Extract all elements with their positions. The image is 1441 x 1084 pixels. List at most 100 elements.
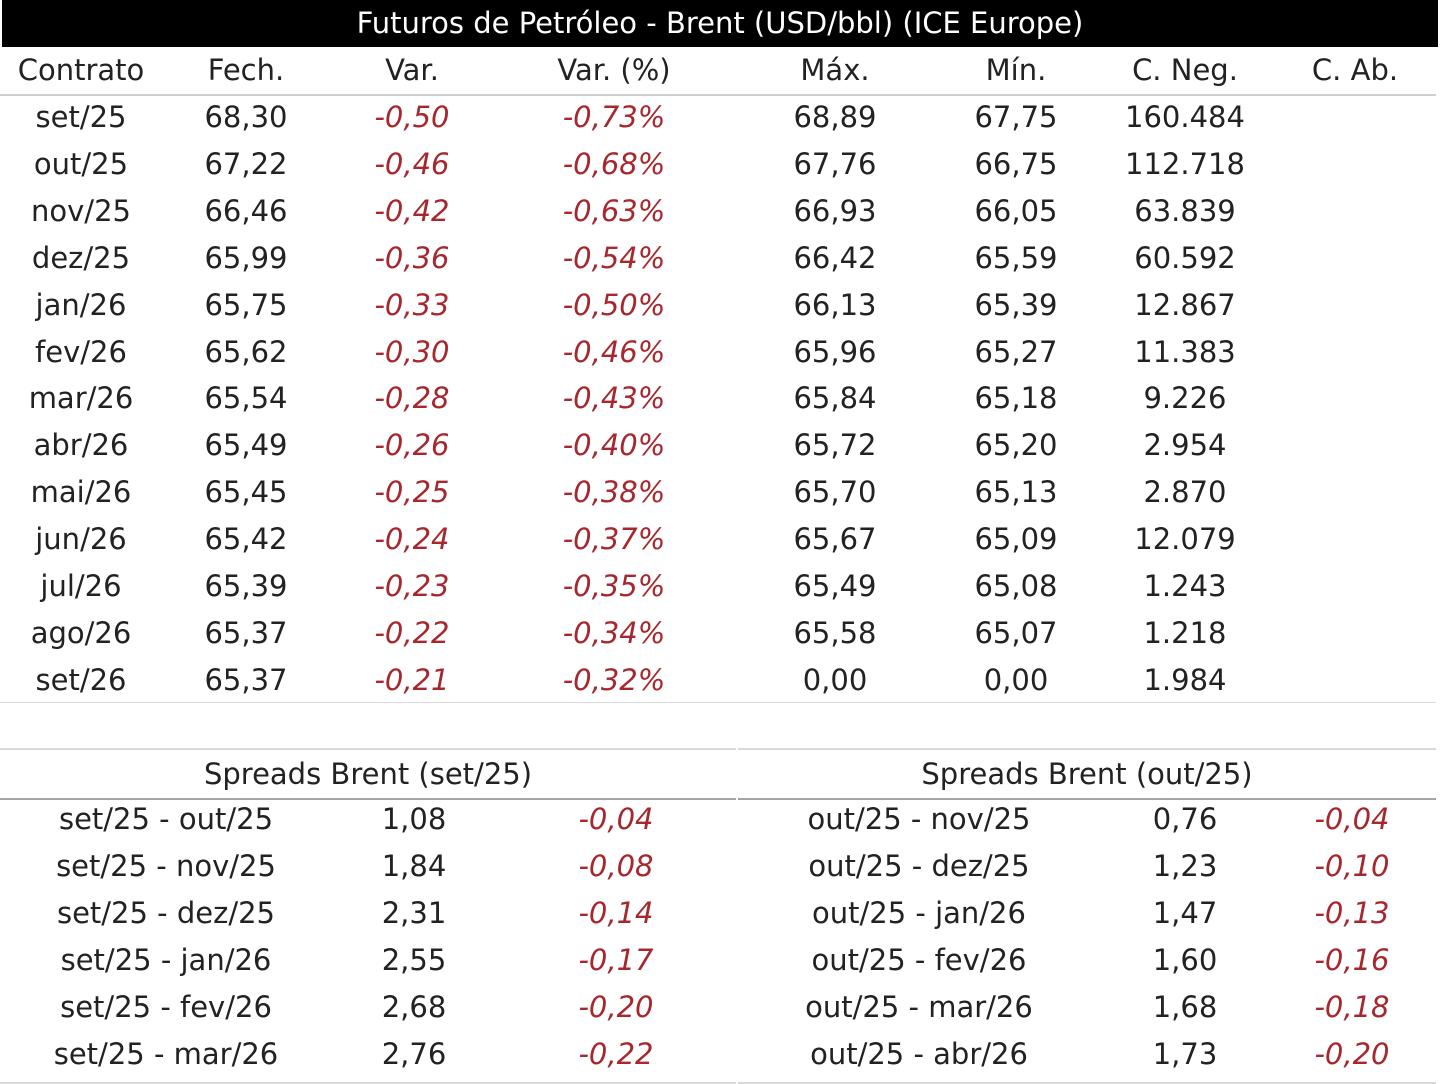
cell-fech: 65,42	[204, 522, 288, 557]
column-header: Fech.	[207, 53, 285, 87]
table-row: mar/26 65,54 -0,28 -0,43% 65,84 65,18 9.226	[0, 375, 1436, 422]
spread-pair: set/25 - jan/26	[60, 943, 272, 977]
cell-var-pct: -0,73%	[562, 100, 666, 134]
spread-change: -0,20	[578, 990, 654, 1024]
cell-ab	[1280, 657, 1430, 704]
cell-var: -0,42	[374, 193, 450, 228]
spread-value: 2,31	[381, 896, 447, 930]
cell-max: 65,84	[793, 381, 877, 416]
cell-max: 65,72	[793, 428, 877, 463]
cell-neg: 1.984	[1143, 662, 1227, 697]
table-row: jan/26 65,75 -0,33 -0,50% 66,13 65,39 12.867	[0, 282, 1436, 329]
spread-value: 2,76	[381, 1037, 447, 1071]
cell-fech: 65,54	[204, 381, 288, 416]
column-header: Mín.	[985, 53, 1047, 87]
spread-pair: out/25 - mar/26	[805, 990, 1033, 1024]
spread-pair: out/25 - dez/25	[808, 849, 1030, 883]
cell-var-pct: -0,38%	[562, 475, 666, 510]
spread-change: -0,17	[578, 943, 654, 977]
cell-fech: 68,30	[204, 100, 288, 134]
spread-value: 1,23	[1152, 849, 1218, 883]
cell-neg: 60.592	[1134, 240, 1236, 275]
table-row: jun/26 65,42 -0,24 -0,37% 65,67 65,09 12.079	[0, 516, 1436, 563]
table-row: out/25 67,22 -0,46 -0,68% 67,76 66,75 112.718	[0, 141, 1436, 188]
spread-change: -0,04	[1314, 802, 1390, 836]
cell-fech: 67,22	[204, 146, 288, 181]
cell-var: -0,36	[374, 240, 450, 275]
cell-contrato: dez/25	[31, 240, 131, 275]
cell-var: -0,21	[374, 662, 450, 697]
cell-var: -0,30	[374, 334, 450, 369]
table-header-row: Contrato Fech. Var. Var. (%) Máx. Mín. C. Neg.…	[0, 47, 1436, 96]
cell-var-pct: -0,32%	[562, 662, 666, 697]
cell-min: 65,59	[974, 240, 1058, 275]
spread-value: 1,84	[381, 849, 447, 883]
spread-change: -0,10	[1314, 849, 1390, 883]
cell-var-pct: -0,35%	[562, 569, 666, 603]
cell-max: 0,00	[802, 662, 868, 697]
spread-value: 2,55	[381, 943, 447, 977]
cell-ab	[1280, 329, 1430, 376]
spread-pair: out/25 - fev/26	[811, 943, 1027, 977]
spread-pair: out/25 - jan/26	[812, 896, 1026, 930]
cell-neg: 11.383	[1134, 334, 1236, 369]
cell-contrato: mar/26	[28, 381, 134, 416]
cell-contrato: fev/26	[35, 334, 127, 369]
table-row: nov/25 66,46 -0,42 -0,63% 66,93 66,05 63.839	[0, 188, 1436, 235]
cell-ab	[1280, 375, 1430, 422]
cell-fech: 66,46	[204, 193, 288, 228]
cell-neg: 9.226	[1143, 381, 1227, 416]
cell-contrato: nov/25	[31, 193, 131, 228]
cell-contrato: set/25	[35, 100, 127, 134]
cell-neg: 1.218	[1143, 615, 1227, 650]
cell-var-pct: -0,43%	[562, 381, 666, 416]
cell-neg: 1.243	[1143, 569, 1227, 603]
cell-max: 67,76	[793, 146, 877, 181]
column-header: Contrato	[17, 53, 145, 87]
cell-min: 65,07	[974, 615, 1058, 650]
cell-var: -0,25	[374, 475, 450, 510]
cell-max: 66,42	[793, 240, 877, 275]
cell-ab	[1280, 516, 1430, 563]
spread-table-title: Spreads Brent (set/25)	[0, 748, 736, 800]
cell-var-pct: -0,34%	[562, 615, 666, 650]
spread-value: 1,08	[381, 802, 447, 836]
table-row: dez/25 65,99 -0,36 -0,54% 66,42 65,59 60.592	[0, 235, 1436, 282]
spread-row: set/25 - jan/26 2,55 -0,17	[0, 937, 736, 984]
cell-max: 65,70	[793, 475, 877, 510]
cell-max: 65,58	[793, 615, 877, 650]
cell-var: -0,28	[374, 381, 450, 416]
column-header: Var. (%)	[557, 53, 671, 87]
cell-fech: 65,75	[204, 287, 288, 322]
cell-ab	[1280, 563, 1430, 610]
spread-pair: set/25 - dez/25	[56, 896, 276, 930]
cell-max: 66,13	[793, 287, 877, 322]
spread-row: out/25 - nov/25 0,76 -0,04	[738, 796, 1436, 843]
cell-var-pct: -0,37%	[562, 522, 666, 557]
spread-pair: set/25 - fev/26	[60, 990, 272, 1024]
spread-table-title: Spreads Brent (out/25)	[738, 748, 1436, 800]
cell-fech: 65,37	[204, 662, 288, 697]
cell-var: -0,46	[374, 146, 450, 181]
cell-var-pct: -0,63%	[562, 193, 666, 228]
cell-min: 65,13	[974, 475, 1058, 510]
spread-row: out/25 - jan/26 1,47 -0,13	[738, 890, 1436, 937]
spread-row: set/25 - fev/26 2,68 -0,20	[0, 984, 736, 1031]
cell-neg: 2.870	[1143, 475, 1227, 510]
table-row: set/25 68,30 -0,50 -0,73% 68,89 67,75 160.484	[0, 94, 1436, 141]
spread-row: set/25 - out/25 1,08 -0,04	[0, 796, 736, 843]
cell-neg: 2.954	[1143, 428, 1227, 463]
spread-pair: set/25 - out/25	[58, 802, 274, 836]
cell-var: -0,26	[374, 428, 450, 463]
spread-value: 2,68	[381, 990, 447, 1024]
cell-min: 0,00	[983, 662, 1049, 697]
cell-neg: 12.867	[1134, 287, 1236, 322]
cell-max: 65,67	[793, 522, 877, 557]
cell-neg: 112.718	[1125, 146, 1245, 181]
cell-min: 65,39	[974, 287, 1058, 322]
spread-value: 1,73	[1152, 1037, 1218, 1071]
cell-min: 65,27	[974, 334, 1058, 369]
cell-fech: 65,62	[204, 334, 288, 369]
cell-neg: 160.484	[1125, 100, 1245, 134]
spread-value: 0,76	[1152, 802, 1218, 836]
